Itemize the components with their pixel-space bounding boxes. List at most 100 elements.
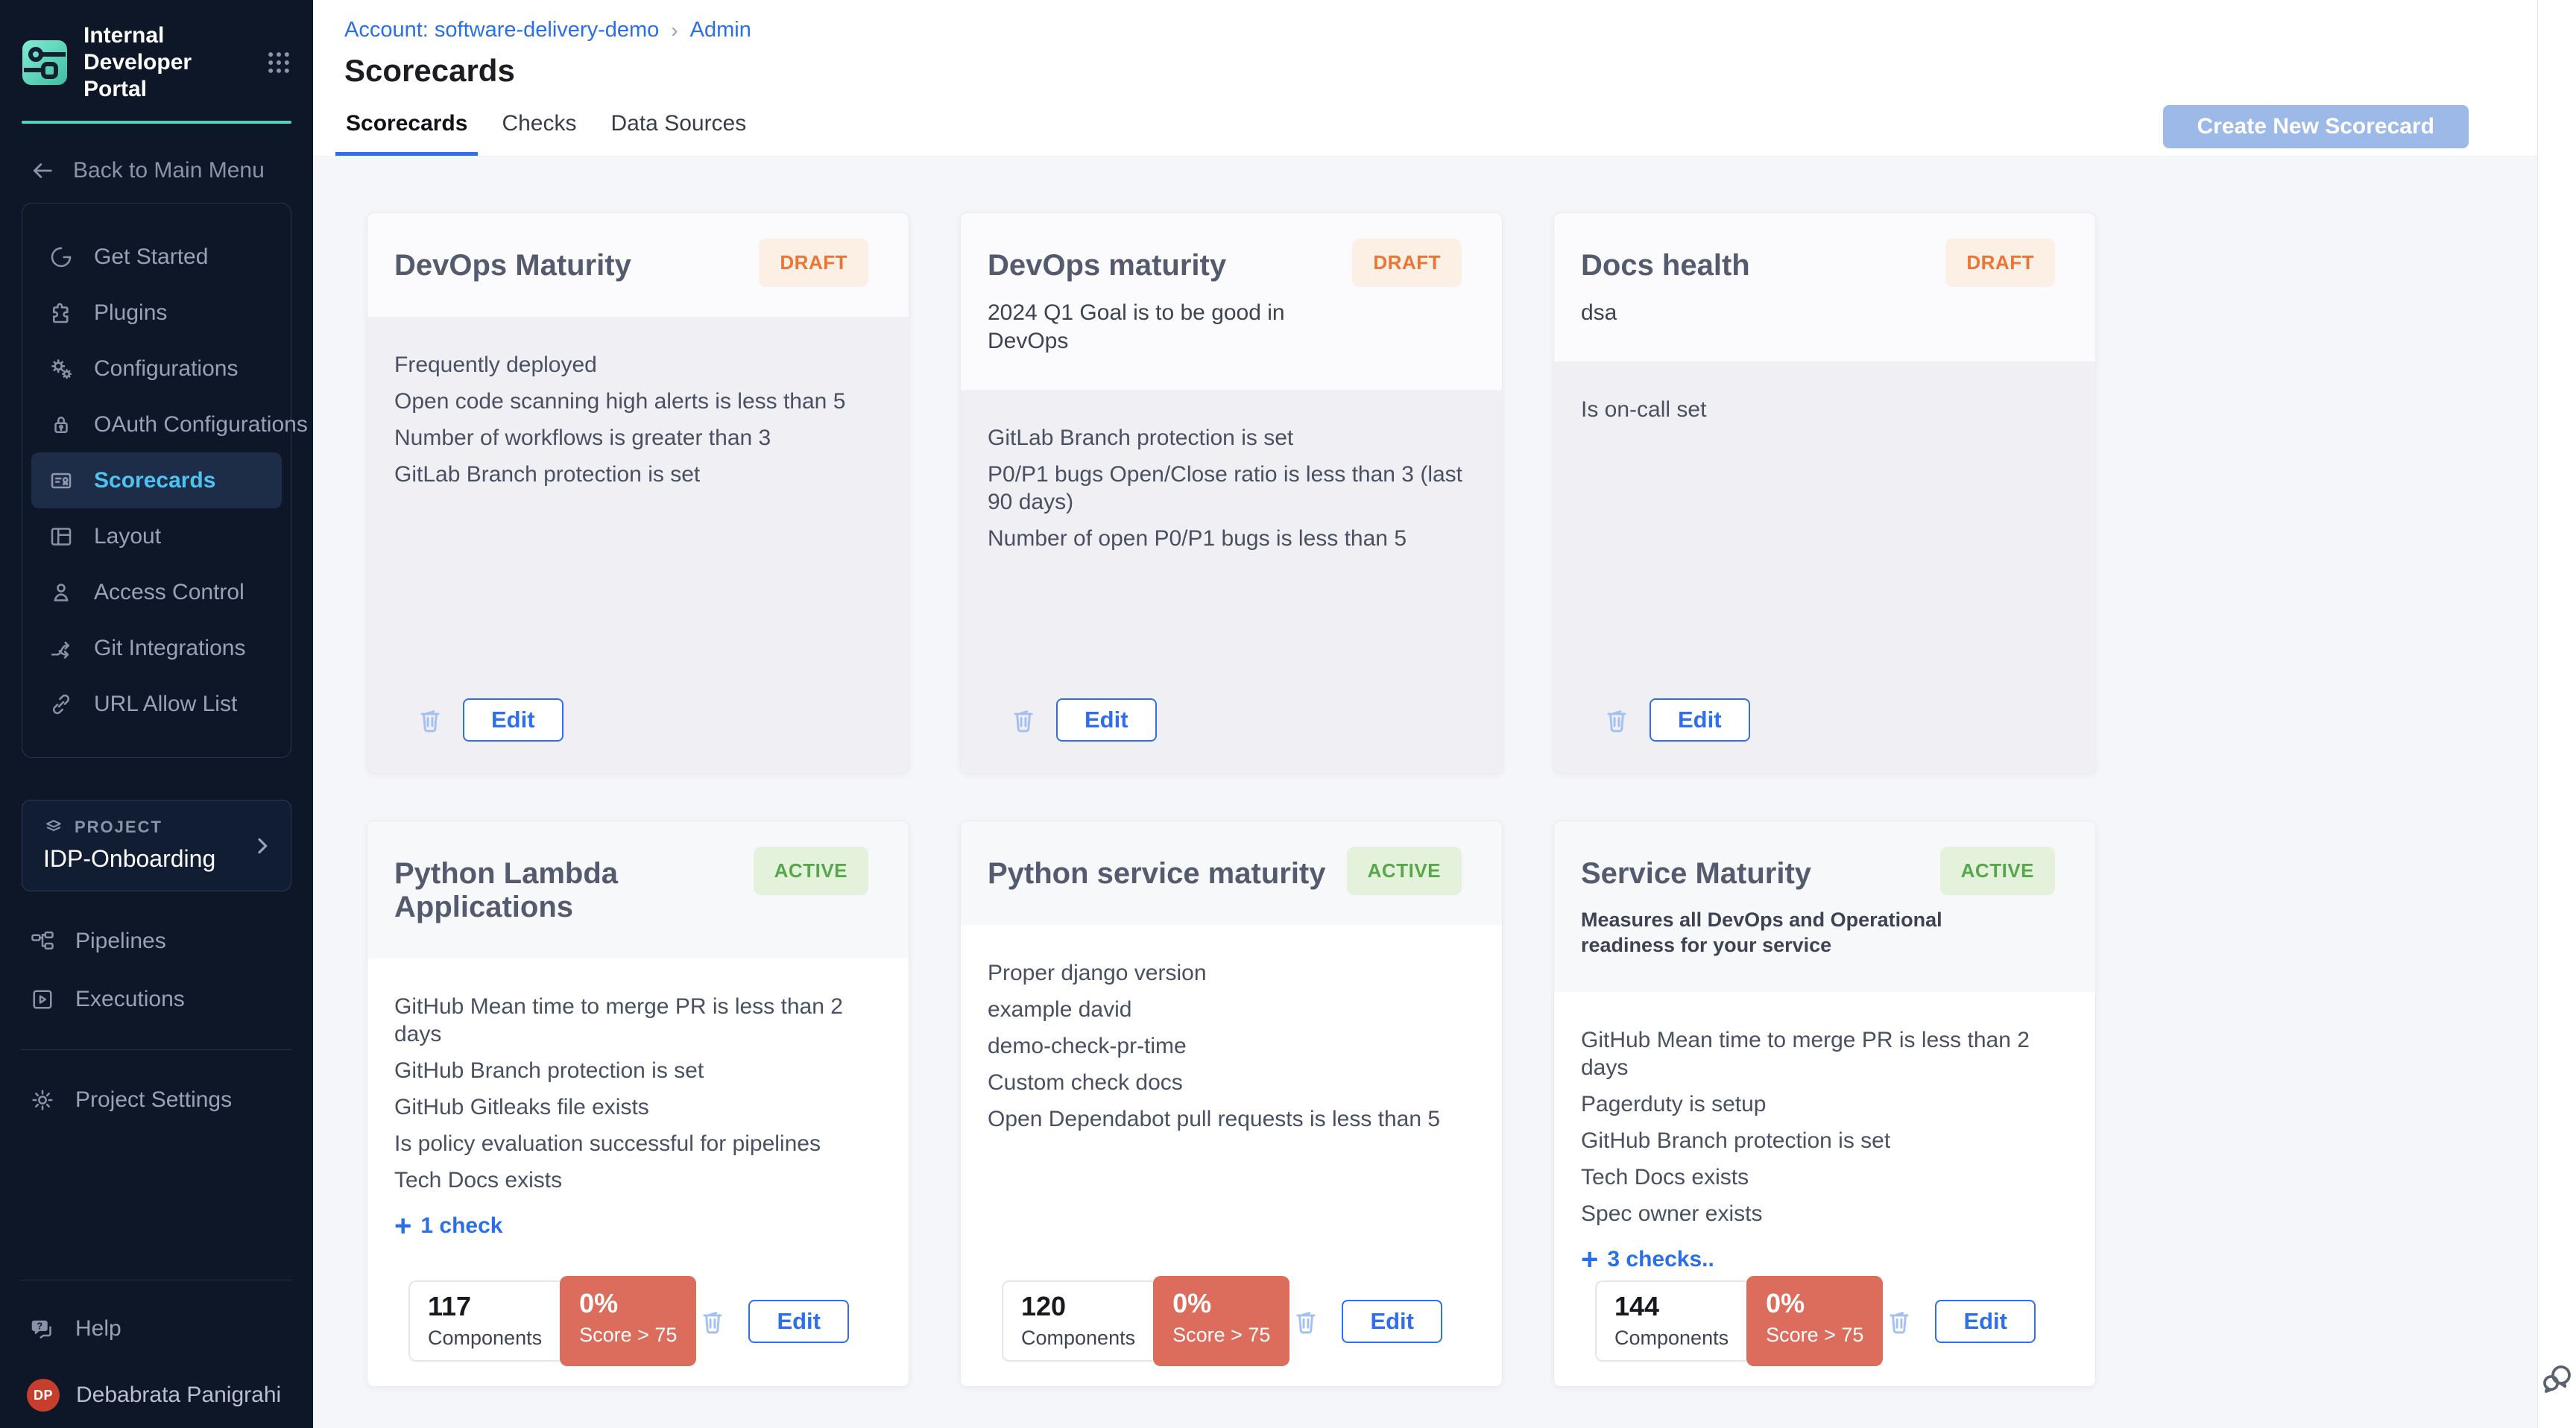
checks-list: Proper django version example david demo-c… xyxy=(988,959,1481,1142)
checks-list: Is on-call set xyxy=(1581,396,2074,432)
sidebar-item-scorecards[interactable]: Scorecards xyxy=(31,452,282,508)
breadcrumb-chevron-icon: › xyxy=(671,18,678,42)
sidebar-item-get-started[interactable]: Get Started xyxy=(31,229,282,285)
check-item: Frequently deployed xyxy=(394,353,597,377)
card-title: Python service maturity xyxy=(988,857,1326,890)
chevron-right-icon xyxy=(250,834,274,858)
score-percent: 0% xyxy=(1766,1288,1805,1318)
sidebar-item-configurations[interactable]: Configurations xyxy=(31,341,282,397)
trash-icon[interactable] xyxy=(696,1305,729,1338)
scorecard-card-service-maturity: Service Maturity ACTIVE Measures all Dev… xyxy=(1553,821,2096,1387)
check-item: GitHub Branch protection is set xyxy=(394,1058,704,1083)
plus-icon: + xyxy=(394,1210,412,1242)
card-actions: Edit xyxy=(1581,698,2074,773)
breadcrumb-admin-link[interactable]: Admin xyxy=(689,18,751,42)
scorecards-panel: DevOps Maturity DRAFT Frequently deploye… xyxy=(313,157,2537,1428)
scorecard-card-devops-maturity: DevOps Maturity DRAFT Frequently deploye… xyxy=(367,212,909,774)
tab-data-sources[interactable]: Data Sources xyxy=(610,111,747,136)
status-badge: DRAFT xyxy=(1945,238,2055,287)
edit-button[interactable]: Edit xyxy=(1342,1299,1442,1343)
page-title: Scorecards xyxy=(344,53,515,88)
page-header: Account: software-delivery-demo › Admin … xyxy=(313,0,2537,95)
admin-nav: Get Started Plugins Configurations OAuth… xyxy=(22,203,308,758)
trash-icon[interactable] xyxy=(1600,704,1633,736)
plus-icon: + xyxy=(1581,1243,1599,1276)
scorecards-icon xyxy=(48,467,75,494)
pipelines-icon xyxy=(29,928,56,955)
access-control-icon xyxy=(48,579,75,606)
check-item: Custom check docs xyxy=(988,1070,1183,1095)
executions-icon xyxy=(29,986,56,1013)
plugins-icon xyxy=(48,300,75,326)
score-label: Score > 75 xyxy=(1766,1324,1864,1346)
score-chip: 0% Score > 75 xyxy=(1153,1276,1290,1366)
score-percent: 0% xyxy=(579,1288,619,1318)
check-item: Is on-call set xyxy=(1581,397,1707,422)
right-rail xyxy=(2537,0,2576,1428)
check-item: Tech Docs exists xyxy=(1581,1165,1749,1190)
status-badge: ACTIVE xyxy=(1939,847,2055,895)
app-title: Internal Developer Portal xyxy=(83,23,192,101)
status-badge: DRAFT xyxy=(1352,238,1462,287)
create-new-scorecard-button[interactable]: Create New Scorecard xyxy=(2162,105,2469,148)
edit-button[interactable]: Edit xyxy=(748,1299,849,1343)
tab-checks[interactable]: Checks xyxy=(502,111,577,136)
checks-list: GitHub Mean time to merge PR is less tha… xyxy=(394,993,888,1203)
components-score-chip: 117 Components 0% Score > 75 xyxy=(408,1276,697,1366)
check-item: Is policy evaluation successful for pipe… xyxy=(394,1131,821,1156)
sidebar-divider xyxy=(21,1049,292,1050)
components-count: 117 xyxy=(428,1291,472,1321)
user-name: Debabrata Panigrahi xyxy=(76,1383,282,1407)
sidebar-item-access-control[interactable]: Access Control xyxy=(31,564,282,620)
tab-scorecards[interactable]: Scorecards xyxy=(335,95,479,156)
trash-icon[interactable] xyxy=(1883,1305,1916,1338)
settings-nav: Project Settings xyxy=(13,1071,300,1129)
more-checks-link[interactable]: + 3 checks.. xyxy=(1581,1243,1714,1276)
back-to-main-menu-label: Back to Main Menu xyxy=(73,158,265,183)
card-title: DevOps maturity xyxy=(988,249,1227,282)
edit-button[interactable]: Edit xyxy=(1650,698,1750,742)
check-item: Number of open P0/P1 bugs is less than 5 xyxy=(988,526,1407,551)
sidebar-item-project-settings[interactable]: Project Settings xyxy=(13,1071,300,1129)
sidebar-item-pipelines[interactable]: Pipelines xyxy=(13,912,300,970)
components-label: Components xyxy=(1021,1327,1136,1349)
check-item: P0/P1 bugs Open/Close ratio is less than… xyxy=(988,462,1463,514)
sidebar-item-layout[interactable]: Layout xyxy=(31,508,282,564)
status-badge: ACTIVE xyxy=(1346,847,1462,895)
breadcrumb-account-link[interactable]: Account: software-delivery-demo xyxy=(344,18,660,42)
app-logo-icon xyxy=(21,39,69,86)
user-menu[interactable]: DP Debabrata Panigrahi xyxy=(27,1379,313,1412)
more-checks-link[interactable]: + 1 check xyxy=(394,1210,503,1242)
sidebar-item-oauth-configurations[interactable]: OAuth Configurations xyxy=(31,397,308,452)
trash-icon[interactable] xyxy=(414,704,446,736)
edit-button[interactable]: Edit xyxy=(463,698,564,742)
sidebar-item-help[interactable]: ? Help xyxy=(13,1300,300,1358)
check-item: GitHub Gitleaks file exists xyxy=(394,1095,649,1119)
card-subtitle: 2024 Q1 Goal is to be good in DevOps xyxy=(988,300,1285,353)
scorecard-card-python-service-maturity: Python service maturity ACTIVE Proper dj… xyxy=(960,821,1503,1387)
status-badge: ACTIVE xyxy=(753,847,868,895)
back-to-main-menu[interactable]: Back to Main Menu xyxy=(30,158,313,183)
oauth-icon xyxy=(48,411,75,438)
check-item: Pagerduty is setup xyxy=(1581,1092,1767,1116)
checks-list: GitHub Mean time to merge PR is less tha… xyxy=(1581,1026,2074,1236)
edit-button[interactable]: Edit xyxy=(1935,1299,2036,1343)
trash-icon[interactable] xyxy=(1007,704,1040,736)
trash-icon[interactable] xyxy=(1289,1305,1322,1338)
check-item: GitLab Branch protection is set xyxy=(988,426,1294,450)
scorecard-card-python-lambda-applications: Python Lambda Applications ACTIVE GitHub… xyxy=(367,821,909,1387)
edit-button[interactable]: Edit xyxy=(1056,698,1157,742)
sidebar-item-plugins[interactable]: Plugins xyxy=(31,285,282,341)
card-footer: 144 Components 0% Score > 75 Edit xyxy=(1581,1276,2074,1386)
components-label: Components xyxy=(1614,1327,1729,1349)
card-actions: Edit xyxy=(988,698,1481,773)
sidebar-item-git-integrations[interactable]: Git Integrations xyxy=(31,620,282,676)
card-subtitle: dsa xyxy=(1581,300,1617,325)
chat-bubbles-icon[interactable] xyxy=(2539,1361,2575,1397)
sidebar-item-url-allow-list[interactable]: URL Allow List xyxy=(31,676,282,732)
apps-grid-icon[interactable] xyxy=(264,48,294,78)
project-selector[interactable]: PROJECT IDP-Onboarding xyxy=(22,800,291,891)
sidebar-item-executions[interactable]: Executions xyxy=(13,970,300,1029)
tabs: Scorecards Checks Data Sources xyxy=(335,95,770,156)
